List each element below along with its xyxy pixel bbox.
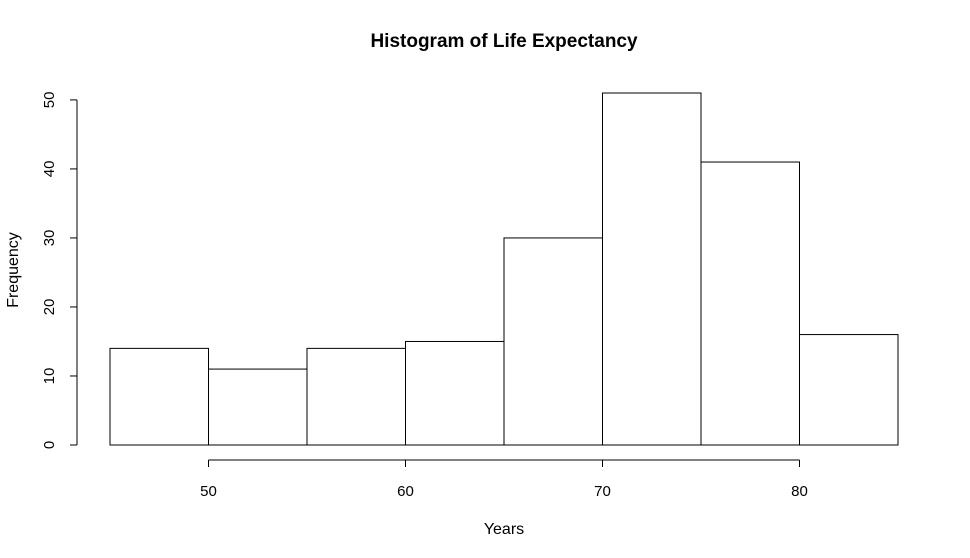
y-tick-label: 30 bbox=[41, 230, 58, 247]
chart-title: Histogram of Life Expectancy bbox=[370, 31, 638, 52]
y-axis-label: Frequency bbox=[5, 232, 22, 308]
histogram-bar bbox=[799, 334, 899, 446]
x-tick-label: 50 bbox=[200, 483, 217, 500]
y-tick-label: 0 bbox=[41, 441, 58, 449]
x-tick-label: 60 bbox=[397, 483, 414, 500]
y-tick-label: 10 bbox=[41, 368, 58, 385]
histogram-bar bbox=[602, 92, 702, 446]
histogram-bar bbox=[208, 368, 308, 446]
histogram-bar bbox=[109, 347, 209, 446]
x-axis: 50 60 70 80 bbox=[200, 459, 808, 500]
x-tick-label: 80 bbox=[791, 483, 808, 500]
histogram-bar bbox=[306, 347, 406, 446]
histogram-bar bbox=[700, 161, 800, 446]
bars-group bbox=[109, 92, 899, 446]
y-tick-label: 40 bbox=[41, 161, 58, 178]
y-axis: 0 10 20 30 40 50 bbox=[41, 92, 78, 449]
y-tick-label: 20 bbox=[41, 299, 58, 316]
y-tick-label: 50 bbox=[41, 92, 58, 109]
x-tick-label: 70 bbox=[594, 483, 611, 500]
histogram-bar bbox=[405, 340, 505, 446]
x-axis-label: Years bbox=[484, 521, 524, 538]
histogram-bar bbox=[503, 237, 603, 446]
